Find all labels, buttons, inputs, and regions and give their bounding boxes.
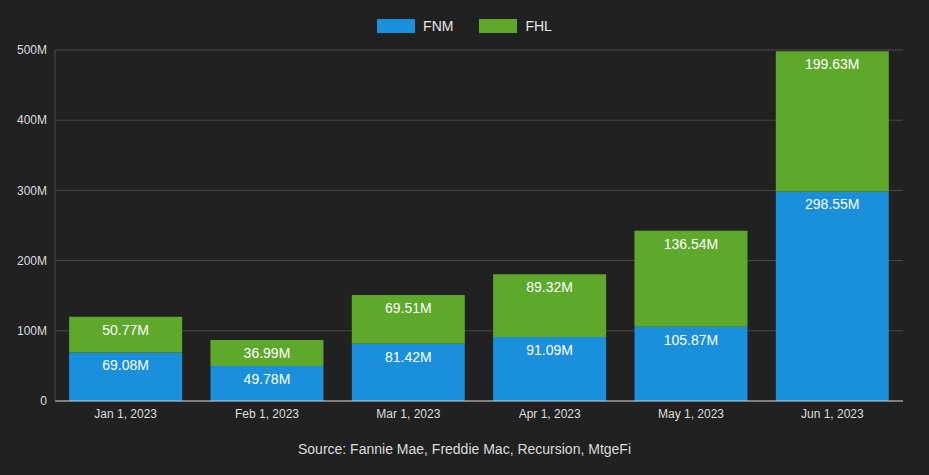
svg-text:500M: 500M <box>17 43 47 57</box>
svg-text:Jan 1, 2023: Jan 1, 2023 <box>94 407 157 421</box>
html-text:FHL: FHL <box>525 18 552 34</box>
svg-text:Mar 1, 2023: Mar 1, 2023 <box>376 407 440 421</box>
svg-text:100M: 100M <box>17 324 47 338</box>
svg-text:Jun 1, 2023: Jun 1, 2023 <box>801 407 864 421</box>
svg-text:49.78M: 49.78M <box>244 371 291 387</box>
svg-text:400M: 400M <box>17 113 47 127</box>
svg-text:105.87M: 105.87M <box>664 332 718 348</box>
svg-text:199.63M: 199.63M <box>805 56 859 72</box>
svg-text:69.08M: 69.08M <box>102 357 149 373</box>
svg-text:36.99M: 36.99M <box>244 345 291 361</box>
svg-text:300M: 300M <box>17 184 47 198</box>
html-text:Source: Fannie Mae, Freddie Ma: Source: Fannie Mae, Freddie Mac, Recursi… <box>298 441 631 457</box>
svg-text:0: 0 <box>40 394 47 408</box>
svg-text:Feb 1, 2023: Feb 1, 2023 <box>235 407 299 421</box>
svg-text:Apr 1, 2023: Apr 1, 2023 <box>519 407 581 421</box>
svg-text:136.54M: 136.54M <box>664 236 718 252</box>
svg-text:81.42M: 81.42M <box>385 349 432 365</box>
svg-text:200M: 200M <box>17 254 47 268</box>
svg-text:91.09M: 91.09M <box>526 342 573 358</box>
svg-text:May 1, 2023: May 1, 2023 <box>658 407 724 421</box>
svg-text:50.77M: 50.77M <box>102 322 149 338</box>
svg-text:69.51M: 69.51M <box>385 300 432 316</box>
svg-text:298.55M: 298.55M <box>805 196 859 212</box>
svg-text:89.32M: 89.32M <box>526 279 573 295</box>
html-text:FNM: FNM <box>423 18 454 34</box>
